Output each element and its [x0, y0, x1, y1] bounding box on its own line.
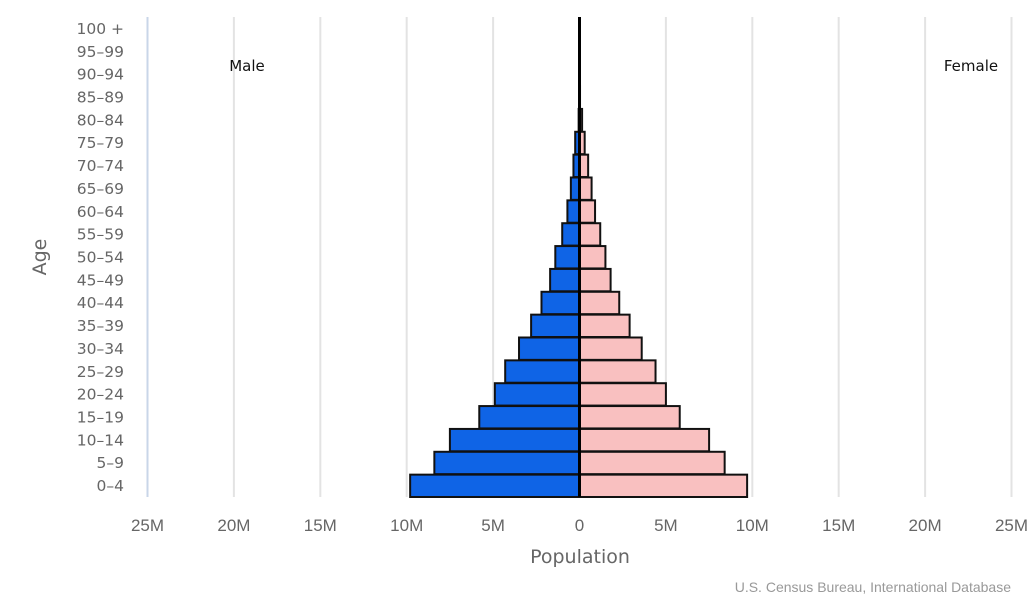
y-tick-label: 30–34: [77, 340, 124, 358]
x-tick-label: 10M: [736, 516, 769, 535]
male-bar: [504, 359, 581, 384]
x-tick-label: 20M: [217, 516, 250, 535]
female-bar: [578, 222, 602, 247]
x-axis-title: Population: [530, 546, 630, 568]
male-bar: [433, 450, 581, 476]
x-tick-label: 15M: [304, 516, 337, 535]
x-tick-label: 15M: [822, 516, 855, 535]
female-bar: [578, 336, 643, 361]
y-tick-label: 100 +: [77, 20, 125, 38]
female-bar: [578, 313, 631, 338]
female-bar: [578, 176, 593, 201]
y-tick-label: 95–99: [77, 43, 124, 61]
y-tick-label: 5–9: [97, 454, 124, 472]
female-bar: [578, 382, 667, 407]
y-tick-label: 75–79: [77, 134, 124, 152]
male-bar: [549, 267, 581, 293]
y-tick-label: 10–14: [77, 431, 124, 449]
male-bar: [566, 199, 581, 224]
female-bar: [578, 405, 681, 430]
male-bar: [530, 313, 581, 338]
y-tick-label: 85–89: [77, 89, 124, 107]
y-tick-label: 40–44: [77, 294, 124, 312]
x-tick-label: 25M: [995, 516, 1028, 535]
y-tick-label: 20–24: [77, 386, 124, 404]
male-bar: [540, 290, 581, 316]
bars: [409, 62, 749, 498]
female-bar: [578, 473, 749, 498]
female-bar: [578, 427, 711, 453]
male-bar: [561, 222, 581, 247]
male-bar: [493, 382, 581, 407]
y-tick-label: 70–74: [77, 157, 124, 175]
male-side-label: Male: [229, 57, 265, 75]
male-bar: [478, 405, 581, 430]
x-tick-label: 5M: [654, 516, 678, 535]
credits: U.S. Census Bureau, International Databa…: [735, 579, 1011, 595]
y-axis-title: Age: [29, 239, 51, 276]
male-bar: [409, 473, 581, 498]
female-bar: [578, 267, 612, 293]
y-tick-label: 50–54: [77, 249, 124, 267]
y-tick-label: 60–64: [77, 203, 124, 221]
male-bar: [518, 336, 581, 361]
y-tick-label: 35–39: [77, 317, 124, 335]
y-tick-label: 15–19: [77, 409, 124, 427]
y-tick-label: 0–4: [97, 477, 124, 495]
female-bar: [578, 450, 726, 476]
x-tick-label: 25M: [131, 516, 164, 535]
male-bar: [554, 245, 581, 270]
x-tick-labels: 25M 20M 15M 10M 5M 0 5M 10M 15M 20M 25M: [131, 516, 1028, 535]
gridlines: [146, 17, 1013, 497]
female-side-label: Female: [944, 57, 998, 75]
y-tick-label: 45–49: [77, 271, 124, 289]
male-bar: [448, 427, 581, 453]
y-tick-label: 90–94: [77, 66, 124, 84]
y-tick-label: 55–59: [77, 226, 124, 244]
y-tick-label: 65–69: [77, 180, 124, 198]
female-bar: [578, 245, 607, 270]
y-tick-label: 25–29: [77, 363, 124, 381]
x-tick-label: 10M: [390, 516, 423, 535]
female-bar: [578, 290, 621, 316]
x-tick-label: 5M: [481, 516, 505, 535]
female-bar: [578, 359, 657, 384]
y-tick-label: 80–84: [77, 111, 124, 129]
x-tick-label: 20M: [909, 516, 942, 535]
x-tick-label: 0: [575, 516, 584, 535]
female-bar: [578, 199, 597, 224]
y-tick-labels: 0–4 5–9 10–14 15–19 20–24 25–29 30–34 35–39 40–4…: [77, 20, 125, 495]
